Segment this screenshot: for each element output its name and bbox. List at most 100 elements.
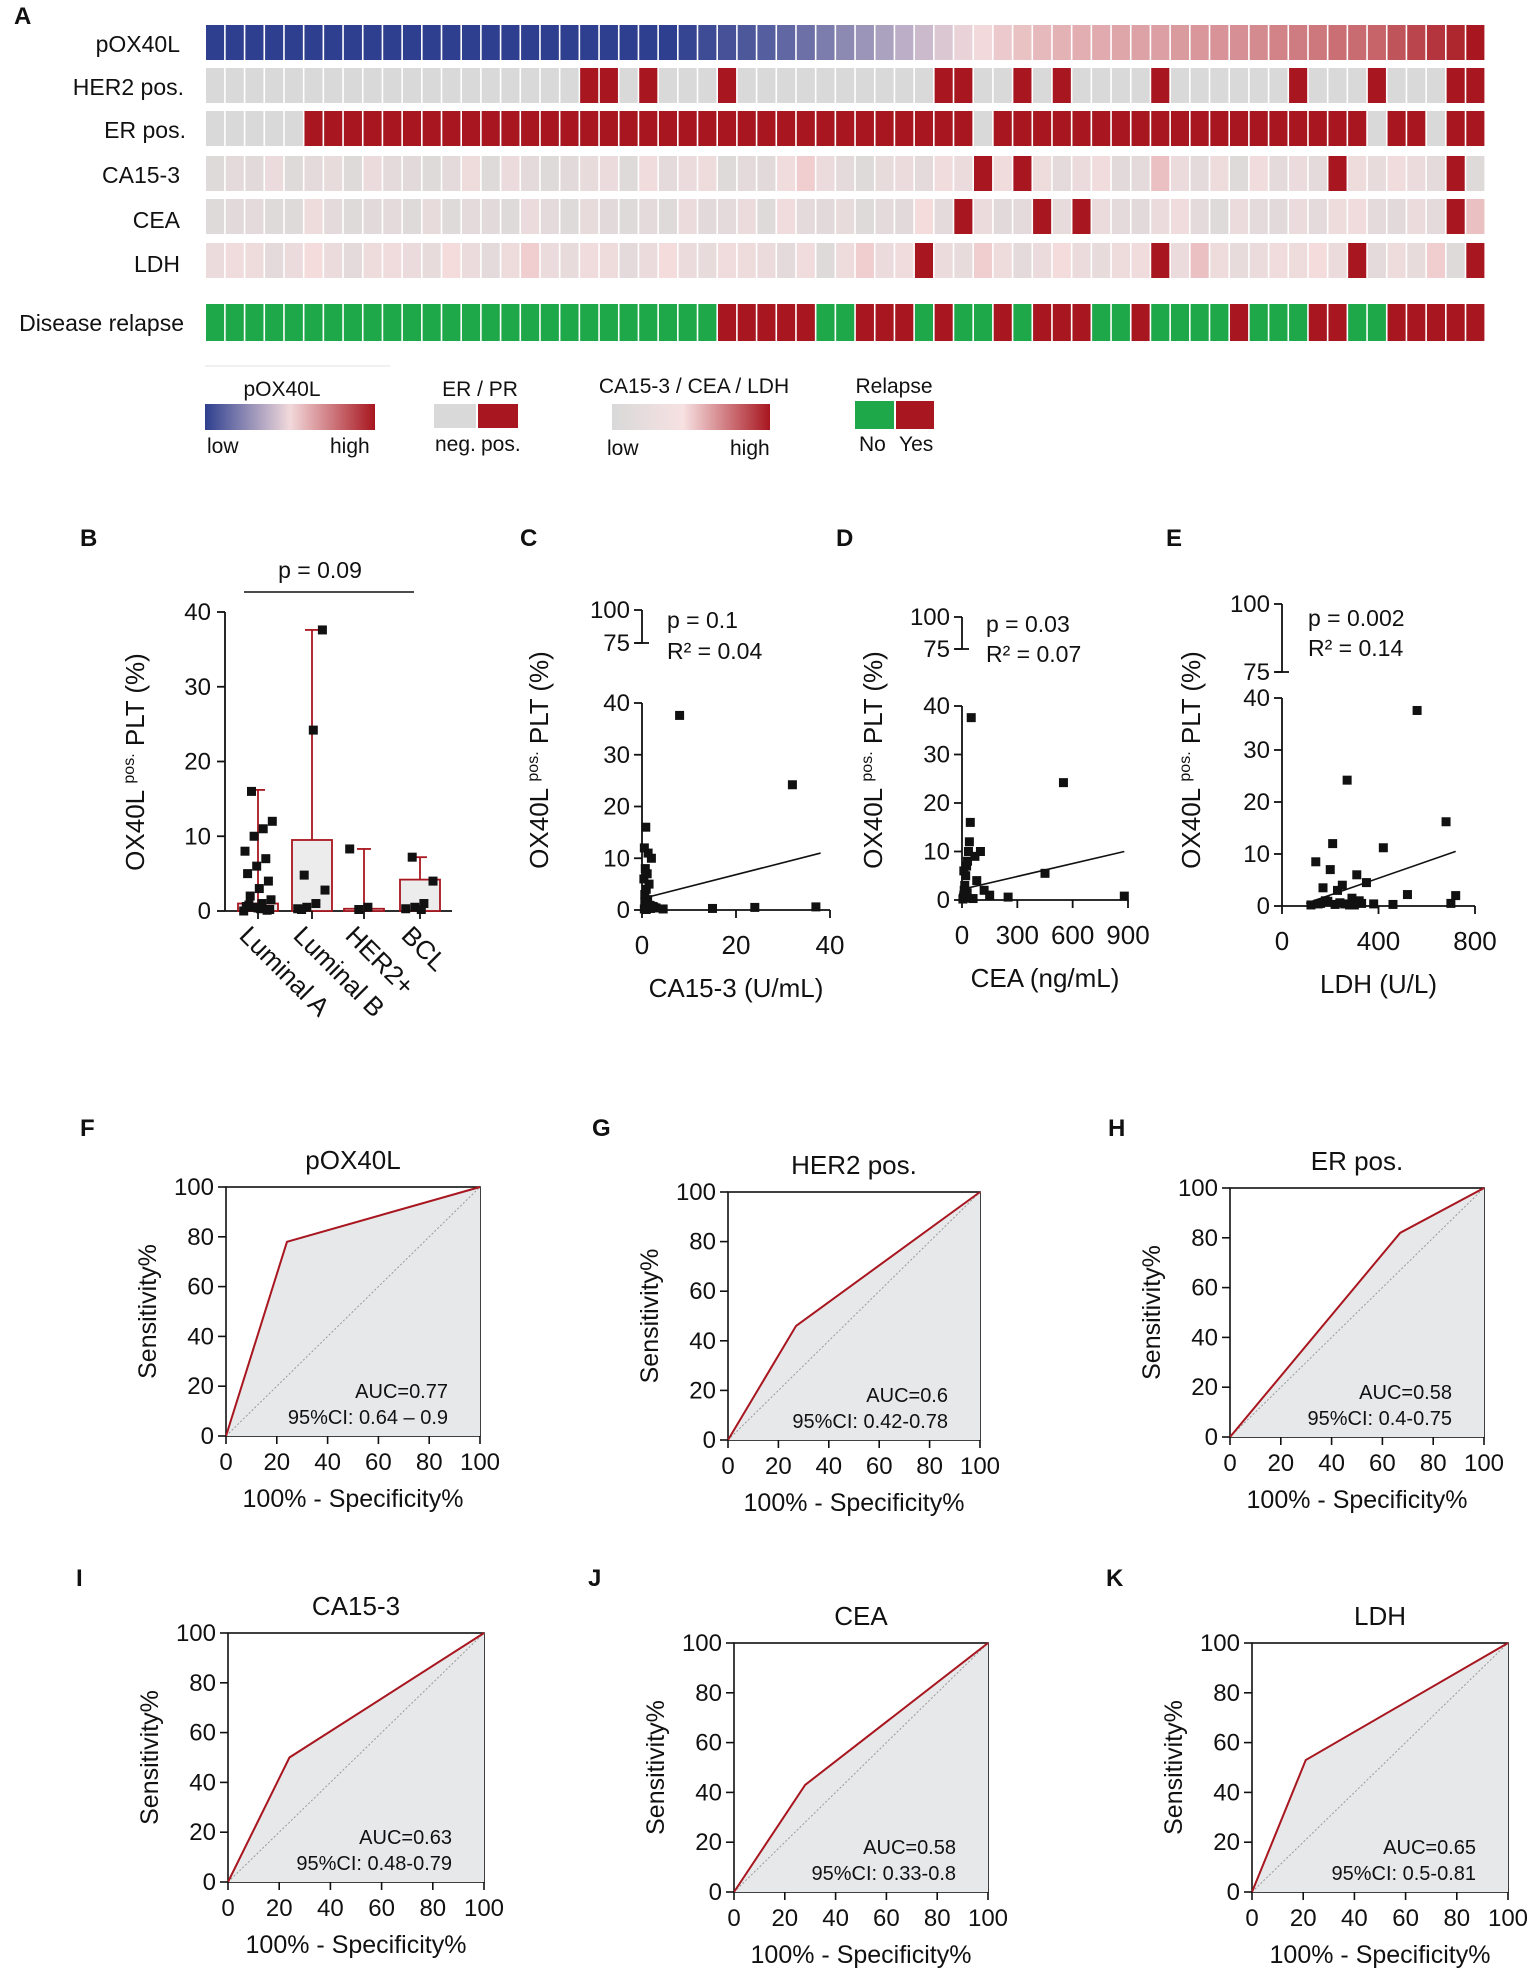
x-tick-label: 80 xyxy=(416,1449,443,1476)
relapse-cell xyxy=(1466,304,1485,341)
data-point xyxy=(962,861,972,871)
heatmap-cell-er xyxy=(1072,111,1091,146)
relapse-cell xyxy=(521,304,540,341)
y-axis-label: OX40L pos. PLT (%) xyxy=(120,653,150,871)
heatmap-cell-ca153 xyxy=(619,156,638,191)
heatmap-cell-pox40l xyxy=(521,25,540,60)
x-tick-label: 80 xyxy=(924,1905,951,1932)
relapse-cell xyxy=(1111,304,1130,341)
heatmap-cell-ca153 xyxy=(836,156,855,191)
heatmap-cell-pox40l xyxy=(1092,25,1111,60)
panel-label-k: K xyxy=(1106,1565,1124,1592)
heatmap-cell-ldh xyxy=(993,243,1012,278)
y-axis-label: Sensitivity% xyxy=(136,1690,164,1825)
x-tick-label: 0 xyxy=(635,930,649,960)
panel-b-p-value: p = 0.09 xyxy=(278,557,362,583)
heatmap-cell-ldh xyxy=(698,243,717,278)
heatmap-cell-ca153 xyxy=(1151,156,1170,191)
y-tick-label: 30 xyxy=(603,742,630,769)
heatmap-cell-pox40l xyxy=(1170,25,1190,60)
heatmap-cell-er xyxy=(1151,111,1170,146)
heatmap-cell-her2 xyxy=(1308,68,1327,103)
x-tick-label: 20 xyxy=(263,1449,290,1476)
auc-ci: 95%CI: 0.33-0.8 xyxy=(811,1863,956,1885)
heatmap-cell-pox40l xyxy=(1348,25,1367,60)
heatmap-cell-cea xyxy=(658,199,678,234)
heatmap-cell-her2 xyxy=(993,68,1012,103)
heatmap-cell-ldh xyxy=(501,243,520,278)
data-point xyxy=(308,725,318,735)
heatmap-cell-her2 xyxy=(1170,68,1190,103)
y-tick-label: 80 xyxy=(1213,1680,1240,1707)
data-point xyxy=(258,824,268,834)
heatmap-cell-her2 xyxy=(462,68,481,103)
relapse-cell xyxy=(1092,304,1111,341)
heatmap-cell-ldh xyxy=(284,243,303,278)
row-label-ldh: LDH xyxy=(134,251,180,277)
x-axis-label: CA15-3 (U/mL) xyxy=(649,973,824,1003)
heatmap-cell-cea xyxy=(895,199,914,234)
heatmap-cell-er xyxy=(1466,111,1485,146)
y-axis-label: Sensitivity% xyxy=(134,1244,162,1379)
data-point xyxy=(1369,899,1379,909)
auc-value: AUC=0.77 xyxy=(355,1381,448,1403)
reference-diagonal xyxy=(225,1186,481,1437)
heatmap-cell-ldh xyxy=(343,243,362,278)
heatmap-cell-ldh xyxy=(875,243,894,278)
heatmap-cell-ldh xyxy=(560,243,579,278)
auc-value: AUC=0.63 xyxy=(359,1827,452,1849)
heatmap-cell-cea xyxy=(501,199,520,234)
heatmap-cell-ca153 xyxy=(284,156,303,191)
y-tick-label: 80 xyxy=(187,1224,214,1251)
heatmap-cell-pox40l xyxy=(1210,25,1229,60)
heatmap-cell-cea xyxy=(1387,199,1406,234)
heatmap-cell-ldh xyxy=(934,243,953,278)
data-point xyxy=(428,876,438,886)
heatmap-cell-cea xyxy=(245,199,264,234)
heatmap-cell-her2 xyxy=(304,68,323,103)
heatmap-cell-her2 xyxy=(1151,68,1170,103)
data-point xyxy=(262,905,272,915)
heatmap-cell-her2 xyxy=(1249,68,1268,103)
roc-panel-i: 0 20 40 60 80 100 0 20 40 60 80 100 100% - Specifici… xyxy=(136,1591,504,1959)
roc-title: LDH xyxy=(1354,1601,1406,1631)
heatmap-cell-pox40l xyxy=(934,25,953,60)
relapse-cell xyxy=(1151,304,1170,341)
relapse-cell xyxy=(1387,304,1406,341)
heatmap-cell-her2 xyxy=(560,68,579,103)
heatmap-cell-her2 xyxy=(698,68,717,103)
y-tick-label: 10 xyxy=(1243,841,1270,868)
relapse-cell xyxy=(599,304,618,341)
x-tick-label: 20 xyxy=(1267,1450,1294,1477)
roc-title: pOX40L xyxy=(305,1145,400,1175)
heatmap-cell-cea xyxy=(225,199,244,234)
relapse-cell xyxy=(954,304,973,341)
legend-relapse-yes: Yes xyxy=(899,433,933,456)
x-tick-label: 20 xyxy=(771,1905,798,1932)
heatmap-cell-her2 xyxy=(855,68,874,103)
heatmap-cell-ldh xyxy=(1092,243,1111,278)
data-point xyxy=(247,786,256,796)
panel-c-r2: R² = 0.04 xyxy=(667,638,762,664)
panel-label-f: F xyxy=(80,1115,95,1142)
data-point xyxy=(401,904,411,914)
x-tick-label: 60 xyxy=(1369,1450,1396,1477)
heatmap-cell-ca153 xyxy=(363,156,382,191)
heatmap-cell-ldh xyxy=(521,243,540,278)
data-point xyxy=(641,822,651,832)
heatmap-cell-her2 xyxy=(895,68,914,103)
y-tick-label: 40 xyxy=(689,1328,716,1355)
heatmap-cell-er xyxy=(678,111,697,146)
heatmap-cell-ldh xyxy=(777,243,796,278)
x-tick-label: 0 xyxy=(221,1895,234,1922)
relapse-cell xyxy=(658,304,678,341)
heatmap-cell-her2 xyxy=(934,68,953,103)
heatmap-cell-er xyxy=(619,111,638,146)
y-tick-label: 0 xyxy=(1227,1879,1240,1906)
x-tick-label: 0 xyxy=(1223,1450,1236,1477)
heatmap-cell-ldh xyxy=(1387,243,1406,278)
heatmap-cell-cea xyxy=(1072,199,1091,234)
heatmap-cell-cea xyxy=(1230,199,1249,234)
heatmap-cell-ca153 xyxy=(639,156,658,191)
heatmap-cell-pox40l xyxy=(796,25,815,60)
